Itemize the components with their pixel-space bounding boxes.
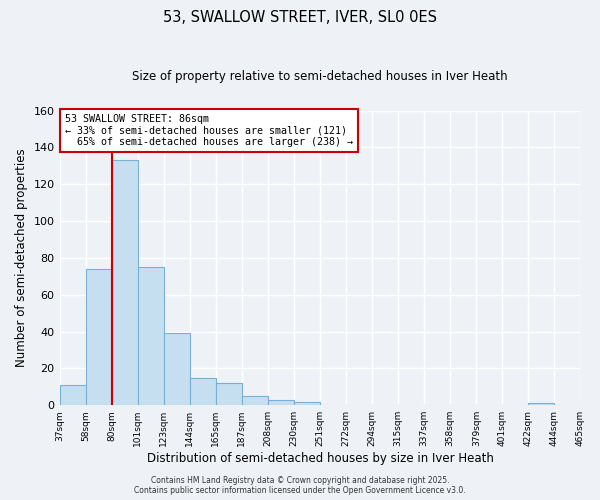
Bar: [59, 385, 86, 405]
Text: Contains HM Land Registry data © Crown copyright and database right 2025.
Contai: Contains HM Land Registry data © Crown c…: [134, 476, 466, 495]
Bar: [112, 160, 137, 405]
Text: 53, SWALLOW STREET, IVER, SL0 0ES: 53, SWALLOW STREET, IVER, SL0 0ES: [163, 10, 437, 25]
Bar: [190, 378, 216, 405]
Bar: [294, 402, 320, 405]
Y-axis label: Number of semi-detached properties: Number of semi-detached properties: [15, 148, 28, 367]
Bar: [137, 267, 164, 405]
X-axis label: Distribution of semi-detached houses by size in Iver Heath: Distribution of semi-detached houses by …: [146, 452, 493, 465]
Bar: [86, 269, 112, 405]
Bar: [216, 383, 242, 405]
Bar: [164, 334, 190, 405]
Bar: [529, 404, 554, 405]
Title: Size of property relative to semi-detached houses in Iver Heath: Size of property relative to semi-detach…: [132, 70, 508, 83]
Bar: [268, 400, 294, 405]
Bar: [242, 396, 268, 405]
Text: 53 SWALLOW STREET: 86sqm
← 33% of semi-detached houses are smaller (121)
  65% o: 53 SWALLOW STREET: 86sqm ← 33% of semi-d…: [65, 114, 353, 146]
